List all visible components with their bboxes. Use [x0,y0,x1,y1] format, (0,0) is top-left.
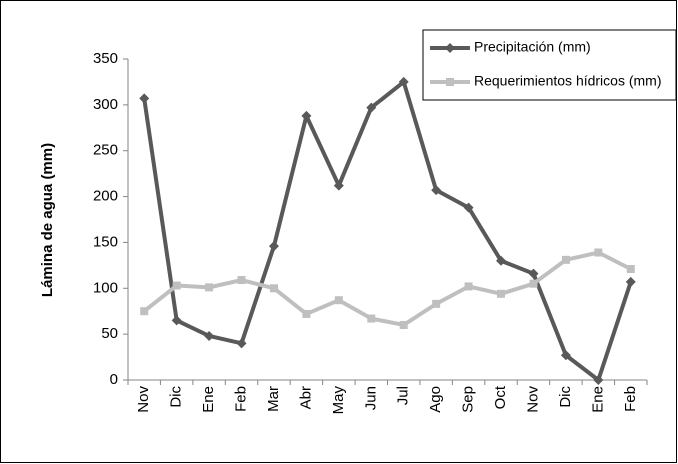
x-tick-label: Oct [492,385,509,409]
point [594,248,603,257]
point [204,330,215,341]
point [496,255,507,266]
point [171,315,182,326]
point [399,320,408,329]
x-tick-label: Dic [168,386,185,408]
series-line [142,250,632,327]
point [432,299,441,308]
legend-label: Requerimientos hídricos (mm) [474,73,662,89]
y-tick-label: 50 [101,325,118,342]
point [268,241,279,252]
y-tick-label: 100 [93,279,118,296]
x-tick-label: Ene [200,386,217,413]
point [205,283,214,292]
x-tick-label: Mar [265,386,282,412]
series-line [142,79,633,382]
x-tick-label: Nov [135,386,152,413]
point [367,314,376,323]
point [497,289,506,298]
y-axis-label: Lámina de agua (mm) [39,143,56,297]
legend-label: Precipitación (mm) [474,39,591,55]
point [529,279,538,288]
x-tick-label: Ene [589,386,606,413]
y-tick-label: 0 [110,371,118,388]
x-tick-label: Abr [297,386,314,409]
point [334,296,343,305]
point [333,180,344,191]
point [625,276,636,287]
point [236,338,247,349]
x-tick-label: Nov [524,386,541,413]
x-tick-label: Ago [427,386,444,413]
x-tick-label: Feb [622,386,639,412]
point [561,255,570,264]
point [269,284,278,293]
point [464,282,473,291]
point [626,265,635,274]
point [446,78,454,86]
legend-box [422,29,677,101]
x-tick-label: Dic [557,386,574,408]
point [140,307,149,316]
point [431,185,442,196]
point [398,76,409,87]
y-tick-label: 250 [93,142,118,159]
point [237,276,246,285]
y-tick-label: 150 [93,233,118,250]
point [172,281,181,290]
point [463,202,474,213]
x-tick-label: Sep [460,386,477,413]
y-tick-label: 300 [93,96,118,113]
y-tick-label: 350 [93,50,118,67]
x-tick-label: May [330,386,347,415]
x-tick-label: Feb [233,386,250,412]
point [528,268,539,279]
y-tick-label: 200 [93,188,118,205]
point [366,102,377,113]
point [302,309,311,318]
point [301,110,312,121]
x-tick-label: Jun [362,386,379,410]
point [445,43,455,53]
point [560,350,571,361]
x-tick-label: Jul [395,386,412,405]
point [593,375,604,385]
point [139,93,150,104]
